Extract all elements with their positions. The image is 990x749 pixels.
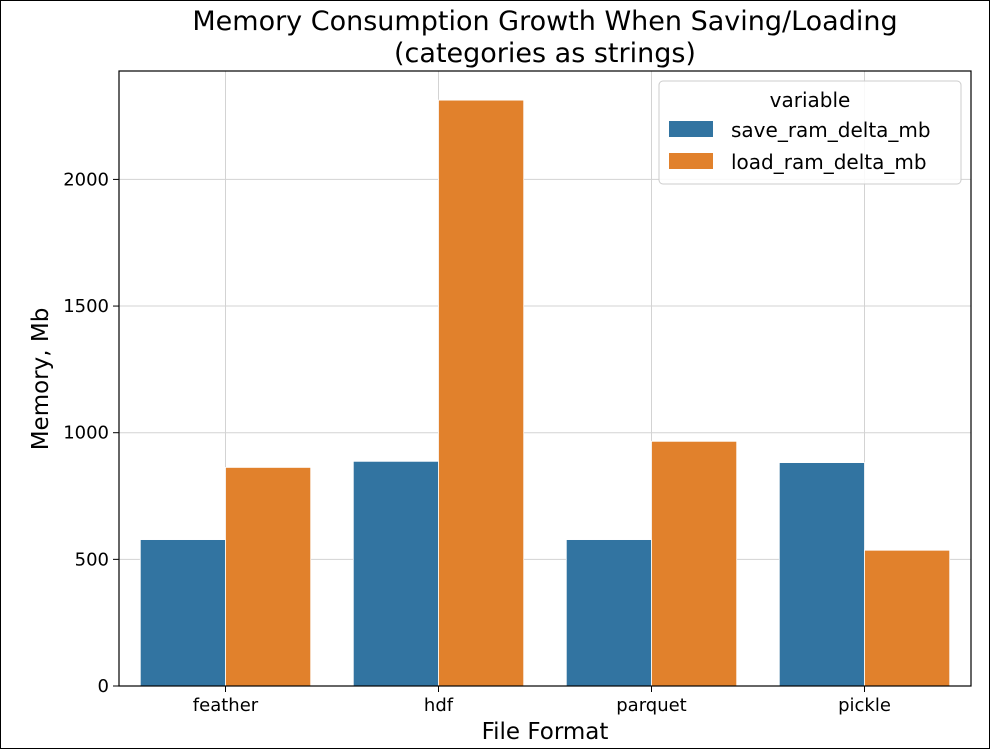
y-tick-label: 2000 [63, 169, 109, 190]
x-tick-label-hdf: hdf [424, 695, 454, 716]
legend-swatch-save_ram_delta_mb [669, 121, 713, 137]
bar-save_ram_delta_mb-pickle [778, 462, 865, 687]
bars [139, 99, 951, 687]
plot-area-frame [118, 70, 972, 687]
y-axis-label: Memory, Mb [28, 308, 54, 451]
y-tick-label: 500 [75, 549, 109, 570]
legend: variable save_ram_delta_mb load_ram_delta… [658, 80, 962, 185]
x-axis: feather hdf parquet pickle [193, 686, 891, 716]
bar-load_ram_delta_mb-parquet [651, 440, 738, 687]
y-axis: 0 500 1000 1500 2000 [63, 169, 119, 697]
legend-label-save_ram_delta_mb: save_ram_delta_mb [731, 118, 931, 142]
legend-box [658, 80, 962, 185]
x-tick-label-pickle: pickle [838, 695, 891, 716]
legend-label-load_ram_delta_mb: load_ram_delta_mb [731, 150, 927, 174]
bar-load_ram_delta_mb-pickle [864, 549, 951, 687]
x-tick-label-feather: feather [193, 695, 259, 716]
y-tick-label: 1000 [63, 423, 109, 444]
y-tick-label: 0 [98, 676, 109, 697]
x-axis-label: File Format [482, 719, 609, 745]
chart-title: Memory Consumption Growth When Saving/Lo… [192, 6, 897, 37]
bar-load_ram_delta_mb-feather [225, 467, 312, 687]
bar-save_ram_delta_mb-feather [139, 539, 226, 687]
bar-save_ram_delta_mb-hdf [352, 460, 439, 687]
bar-save_ram_delta_mb-parquet [565, 539, 652, 687]
x-tick-label-parquet: parquet [616, 695, 687, 716]
chart-subtitle: (categories as strings) [394, 38, 696, 69]
y-tick-label: 1500 [63, 296, 109, 317]
legend-swatch-load_ram_delta_mb [669, 153, 713, 169]
bar-load_ram_delta_mb-hdf [438, 99, 525, 687]
legend-title: variable [770, 88, 851, 112]
